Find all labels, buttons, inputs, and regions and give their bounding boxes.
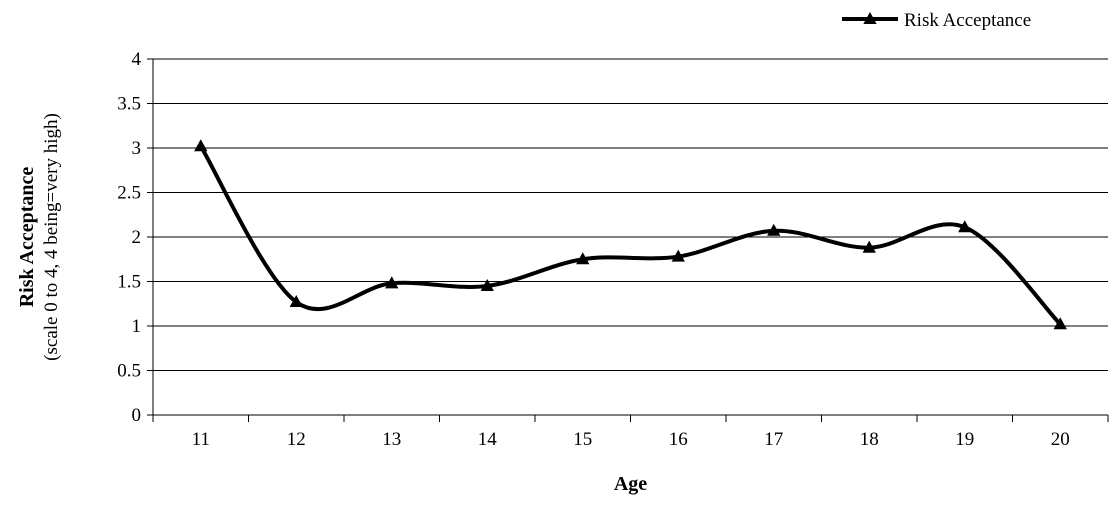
x-axis-title: Age — [614, 473, 647, 495]
x-tick-label: 13 — [382, 429, 401, 450]
x-tick-label: 20 — [1051, 429, 1070, 450]
legend-label: Risk Acceptance — [904, 10, 1031, 31]
y-tick-label: 3 — [132, 138, 142, 159]
series — [194, 139, 1067, 330]
x-tick-label: 15 — [573, 429, 592, 450]
x-tick-label: 17 — [764, 429, 783, 450]
x-tick-label: 16 — [669, 429, 688, 450]
y-axis-title-main: Risk Acceptance — [16, 167, 38, 308]
x-tick-label: 19 — [955, 429, 974, 450]
y-tick-labels: 0 0.5 1 1.5 2 2.5 3 3.5 4 — [117, 49, 141, 426]
series-line — [198, 144, 1063, 327]
axes — [152, 59, 1108, 416]
y-tick-label: 2.5 — [117, 183, 141, 204]
y-tick-label: 0 — [132, 405, 142, 426]
y-tick-label: 3.5 — [117, 94, 141, 115]
data-point-marker — [862, 240, 876, 253]
y-tick-label: 2 — [132, 227, 142, 248]
y-tick-label: 0.5 — [117, 361, 141, 382]
legend-triangle-marker — [863, 12, 877, 25]
data-point-marker — [767, 223, 781, 236]
y-tick-label: 1 — [132, 316, 142, 337]
data-point-marker — [576, 252, 590, 265]
y-axis-title-sub: (scale 0 to 4, 4 being=very high) — [41, 113, 62, 361]
y-tick-label: 4 — [132, 49, 142, 70]
data-point-marker — [1053, 317, 1067, 330]
y-axis-title: Risk Acceptance (scale 0 to 4, 4 being=v… — [16, 113, 62, 361]
data-point-marker — [385, 276, 399, 289]
data-point-marker — [671, 249, 685, 262]
x-tick-label: 11 — [192, 429, 210, 450]
x-tick-label: 18 — [860, 429, 879, 450]
x-tick-labels: 11 12 13 14 15 16 17 18 19 20 — [192, 429, 1070, 450]
data-point-marker — [958, 220, 972, 233]
x-tick-label: 12 — [287, 429, 306, 450]
data-point-marker — [480, 278, 494, 291]
y-tick-label: 1.5 — [117, 272, 141, 293]
data-point-marker — [289, 294, 303, 308]
gridlines — [147, 58, 1109, 422]
data-point-marker — [194, 139, 208, 152]
legend: Risk Acceptance — [842, 10, 1031, 31]
x-tick-label: 14 — [478, 429, 498, 450]
